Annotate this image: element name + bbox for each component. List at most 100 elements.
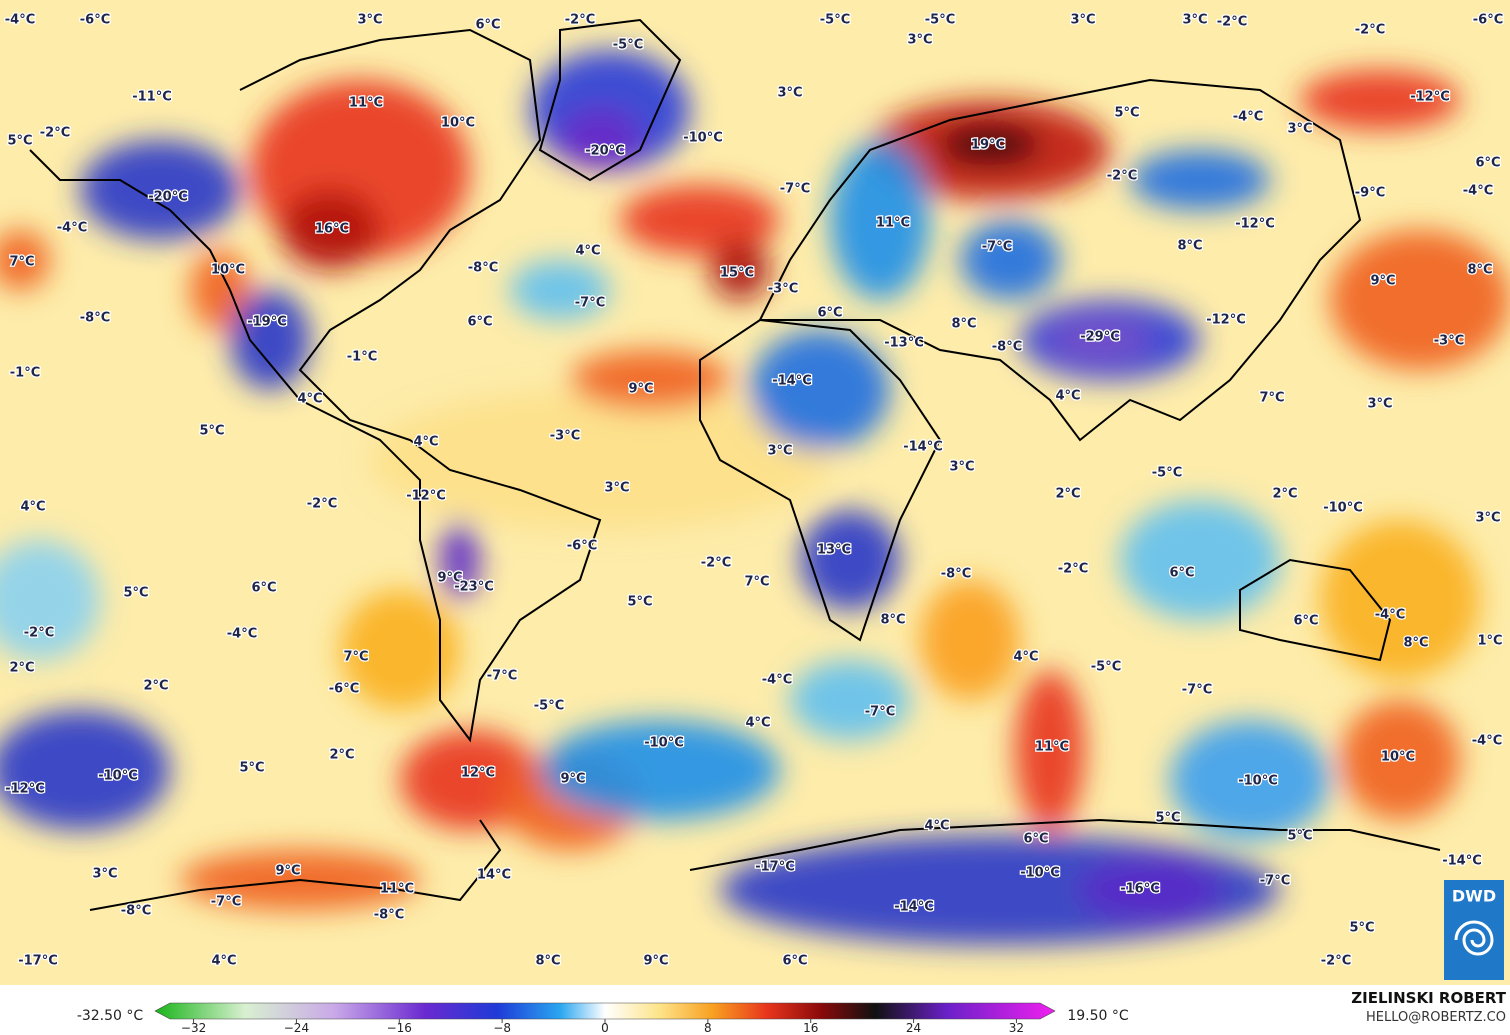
temperature-label: -2°C [1217, 15, 1247, 30]
temperature-label: -16°C [1120, 882, 1160, 897]
temperature-label: -2°C [1321, 954, 1351, 969]
temperature-label: 6°C [1023, 832, 1048, 847]
temperature-label: -5°C [1152, 466, 1182, 481]
colorbar-tick-label: 0 [601, 1021, 609, 1035]
anomaly-region [830, 140, 930, 300]
anomaly-region [0, 710, 170, 830]
temperature-label: 6°C [251, 581, 276, 596]
temperature-label: -5°C [1091, 660, 1121, 675]
temperature-label: -12°C [5, 782, 45, 797]
temperature-label: -10°C [644, 736, 684, 751]
author-name: ZIELINSKI ROBERT [1351, 989, 1506, 1007]
temperature-label: 4°C [924, 819, 949, 834]
temperature-label: 11°C [380, 882, 414, 897]
anomaly-region [280, 190, 380, 270]
anomaly-region [940, 125, 1040, 165]
temperature-label: -4°C [1463, 184, 1493, 199]
temperature-label: -8°C [121, 904, 151, 919]
temperature-label: -6°C [329, 682, 359, 697]
temperature-label: -14°C [894, 900, 934, 915]
temperature-label: -8°C [374, 908, 404, 923]
temperature-label: 12°C [461, 766, 495, 781]
temperature-label: 16°C [315, 222, 349, 237]
temperature-label: 9°C [1370, 274, 1395, 289]
temperature-label: 7°C [1259, 391, 1284, 406]
temperature-label: 3°C [1070, 13, 1095, 28]
temperature-label: 6°C [1475, 156, 1500, 171]
temperature-label: 8°C [1467, 263, 1492, 278]
temperature-label: 3°C [907, 33, 932, 48]
temperature-label: 11°C [349, 96, 383, 111]
temperature-label: -1°C [347, 350, 377, 365]
temperature-label: -8°C [992, 340, 1022, 355]
temperature-label: 3°C [92, 867, 117, 882]
temperature-label: -6°C [567, 539, 597, 554]
author-email: HELLO@ROBERTZ.CO [1366, 1010, 1506, 1025]
temperature-label: -2°C [1355, 23, 1385, 38]
temperature-label: -29°C [1080, 330, 1120, 345]
temperature-label: 3°C [1287, 122, 1312, 137]
temperature-label: -14°C [772, 374, 812, 389]
anomaly-region [790, 660, 910, 740]
temperature-label: 11°C [1035, 740, 1069, 755]
temperature-label: -20°C [585, 144, 625, 159]
temperature-label: 4°C [297, 392, 322, 407]
temperature-label: 6°C [782, 954, 807, 969]
temperature-label: -4°C [227, 627, 257, 642]
temperature-label: -10°C [1323, 501, 1363, 516]
temperature-label: 2°C [1272, 487, 1297, 502]
temperature-label: -17°C [755, 860, 795, 875]
colorbar-tick-label: −8 [493, 1021, 511, 1035]
temperature-label: 5°C [239, 761, 264, 776]
temperature-label: -5°C [925, 13, 955, 28]
temperature-label: 5°C [123, 586, 148, 601]
temperature-label: 7°C [9, 255, 34, 270]
temperature-label: -7°C [487, 669, 517, 684]
temperature-label: -7°C [211, 895, 241, 910]
anomaly-region [510, 260, 610, 320]
temperature-label: 8°C [951, 317, 976, 332]
anomaly-region [230, 290, 310, 390]
temperature-label: -9°C [1355, 186, 1385, 201]
temperature-label: 4°C [1055, 389, 1080, 404]
colorbar-max: 19.50 °C [1067, 1008, 1129, 1024]
anomaly-region [540, 720, 780, 820]
anomaly-region [340, 590, 460, 710]
temperature-label: -2°C [565, 13, 595, 28]
temperature-label: 9°C [643, 954, 668, 969]
temperature-label: 5°C [7, 134, 32, 149]
temperature-label: -3°C [550, 429, 580, 444]
temperature-label: 6°C [467, 315, 492, 330]
temperature-label: 7°C [343, 650, 368, 665]
temperature-label: 4°C [1013, 650, 1038, 665]
temperature-label: 1°C [1477, 634, 1502, 649]
temperature-label: 5°C [1155, 811, 1180, 826]
temperature-label: -4°C [1472, 734, 1502, 749]
temperature-label: -7°C [780, 182, 810, 197]
temperature-label: -12°C [1206, 313, 1246, 328]
temperature-label: -8°C [80, 311, 110, 326]
temperature-label: -4°C [1233, 110, 1263, 125]
temperature-label: -8°C [468, 261, 498, 276]
temperature-label: -10°C [683, 131, 723, 146]
logo-text: DWD [1452, 887, 1496, 906]
temperature-label: -5°C [820, 13, 850, 28]
temperature-label: -2°C [24, 626, 54, 641]
anomaly-region [1340, 700, 1460, 820]
temperature-label: -10°C [1020, 866, 1060, 881]
temperature-label: 6°C [817, 306, 842, 321]
temperature-label: 2°C [1055, 487, 1080, 502]
temperature-label: 3°C [777, 86, 802, 101]
temperature-label: 4°C [20, 500, 45, 515]
anomaly-region [570, 350, 730, 410]
temperature-label: -7°C [575, 296, 605, 311]
temperature-label: 5°C [627, 595, 652, 610]
temperature-label: 2°C [9, 661, 34, 676]
temperature-label: 5°C [199, 424, 224, 439]
anomaly-region [750, 330, 890, 450]
anomaly-region [1015, 670, 1085, 830]
coastlines [29, 18, 1441, 911]
anomaly-region [1330, 230, 1510, 370]
temperature-label: -14°C [1442, 854, 1482, 869]
temperature-label: 5°C [1349, 921, 1374, 936]
